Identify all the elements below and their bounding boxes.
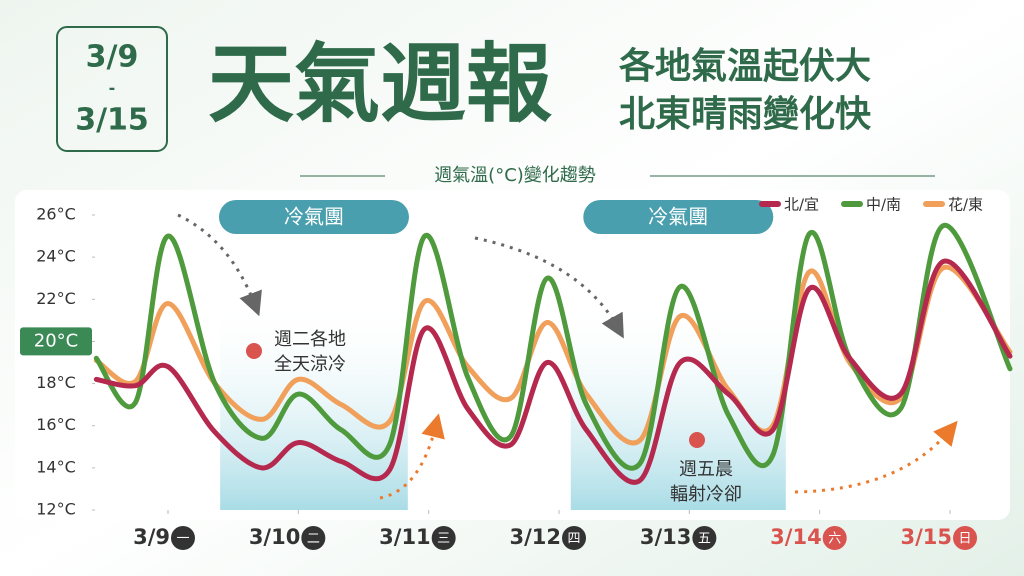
series-line xyxy=(93,258,1013,485)
subtitle: 各地氣溫起伏大 xyxy=(619,46,871,87)
date-dash: - xyxy=(109,79,116,98)
x-tick-label: 3/13 xyxy=(640,525,692,549)
weekday-label: 二 xyxy=(307,532,320,547)
weekday-badge xyxy=(953,526,978,550)
span-label-bg xyxy=(218,200,409,234)
date-end: 3/15 xyxy=(75,103,149,138)
caption: 週氣溫(°C)變化趨勢 xyxy=(434,165,596,186)
trend-arrow xyxy=(379,413,445,500)
weekday-badge xyxy=(822,526,847,550)
span-label: 冷氣團 xyxy=(284,205,344,229)
plot: 冷氣團 冷氣團 12°C 14°C 16°C 18°C 20°C 22°C 24°C 26°C 3/… xyxy=(20,196,1013,550)
annotation: 輻射冷卻 xyxy=(670,484,742,505)
x-tick-label: 3/12 xyxy=(510,525,562,549)
weekday-label: 五 xyxy=(698,532,711,547)
y-tick-label: 26°C xyxy=(36,205,76,224)
span-label: 冷氣團 xyxy=(648,205,708,229)
weekday-badge xyxy=(562,526,587,550)
date-box xyxy=(56,26,168,152)
x-tick-label: 3/14 xyxy=(770,525,822,549)
span-label-bg xyxy=(583,200,774,234)
weekday-label: 六 xyxy=(828,532,841,547)
weekday-badge xyxy=(301,526,326,550)
x-tick-label: 3/9 xyxy=(133,525,170,549)
y-tick-label: 18°C xyxy=(36,373,76,392)
weekday-label: 四 xyxy=(568,532,581,547)
y-tick-label: 16°C xyxy=(36,415,76,434)
x-tick-label: 3/10 xyxy=(249,525,301,549)
alert-icon xyxy=(246,343,262,359)
weekday-badge xyxy=(692,526,717,550)
series-line xyxy=(93,223,1013,471)
legend-label: 中/南 xyxy=(866,196,901,214)
trend-arrow xyxy=(794,420,958,494)
y-tick-label: 24°C xyxy=(36,247,76,266)
weekday-label: 一 xyxy=(176,532,189,547)
weekday-label: 三 xyxy=(437,532,450,547)
alert-icon xyxy=(689,432,705,448)
title: 天氣週報 xyxy=(208,34,552,134)
y-tick-label: 22°C xyxy=(36,289,76,308)
y-tick-label: 12°C xyxy=(36,500,76,519)
annotation: 全天涼冷 xyxy=(274,354,346,375)
x-tick-label: 3/11 xyxy=(379,525,431,549)
trend-arrow xyxy=(474,236,624,339)
weekday-badge xyxy=(170,526,195,550)
legend-label: 花/東 xyxy=(948,196,983,214)
y-tick-label: 20°C xyxy=(34,330,78,351)
y-tick-label: 14°C xyxy=(36,457,76,476)
annotation: 週二各地 xyxy=(274,329,346,350)
tick-highlight xyxy=(20,327,92,356)
date-start: 3/9 xyxy=(86,40,139,75)
legend-label: 北/宜 xyxy=(784,196,819,214)
weekday-badge xyxy=(431,526,456,550)
weekday-label: 日 xyxy=(959,532,972,547)
subtitle: 北東晴雨變化快 xyxy=(619,94,872,135)
x-tick-label: 3/15 xyxy=(901,525,953,549)
annotation: 週五晨 xyxy=(679,459,733,480)
